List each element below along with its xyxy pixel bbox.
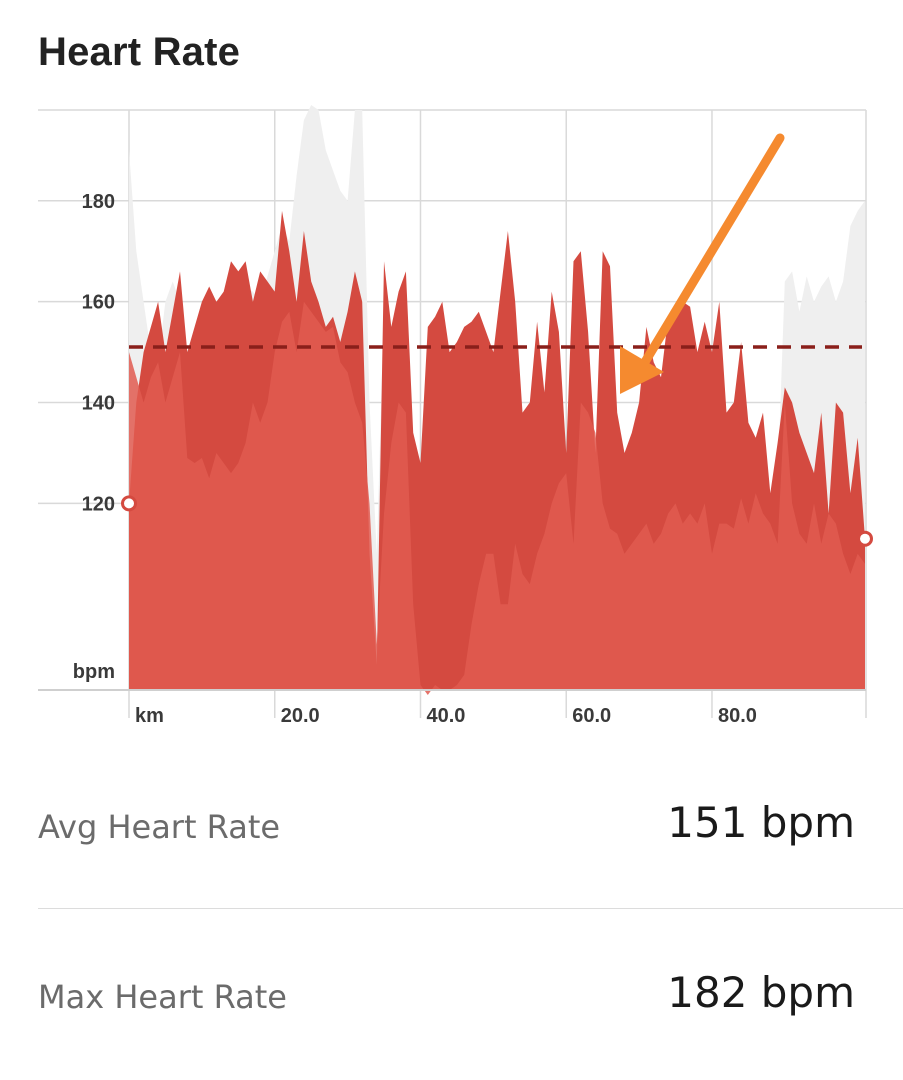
start-marker xyxy=(121,495,137,512)
arrow-head xyxy=(620,346,664,394)
y-axis-label: bpm xyxy=(73,661,115,683)
max-heart-rate-label: Max Heart Rate xyxy=(38,978,287,1016)
y-tick-labels: 180 160 140 120 xyxy=(82,191,115,516)
end-marker xyxy=(857,530,873,547)
max-heart-rate-value: 182 bpm xyxy=(667,968,855,1017)
series-areas xyxy=(38,105,866,695)
x-tick-label-3: 80.0 xyxy=(718,705,757,727)
avg-heart-rate-label: Avg Heart Rate xyxy=(38,808,281,846)
avg-heart-rate-value: 151 bpm xyxy=(667,798,855,847)
max-heart-rate-row: Max Heart Rate 182 bpm xyxy=(38,960,855,1040)
stats-divider xyxy=(38,908,903,909)
y-tick-label-1: 160 xyxy=(82,292,115,314)
x-tick-labels: 20.0 40.0 60.0 80.0 xyxy=(281,705,757,727)
x-tick-label-2: 60.0 xyxy=(572,705,611,727)
x-tick-label-0: 20.0 xyxy=(281,705,320,727)
heart-rate-chart: 180 160 140 120 20.0 40.0 60.0 80.0 bpm km xyxy=(38,105,873,727)
y-tick-label-2: 140 xyxy=(82,393,115,415)
series-area-1 xyxy=(129,301,865,695)
page-title: Heart Rate xyxy=(38,30,241,74)
y-tick-label-3: 120 xyxy=(82,493,115,515)
x-axis-label: km xyxy=(135,705,164,727)
y-tick-label-0: 180 xyxy=(82,191,115,213)
x-tick-label-1: 40.0 xyxy=(426,705,465,727)
annotation-arrow-icon xyxy=(620,133,785,394)
arrow-shaft xyxy=(640,133,785,367)
avg-heart-rate-row: Avg Heart Rate 151 bpm xyxy=(38,790,855,870)
